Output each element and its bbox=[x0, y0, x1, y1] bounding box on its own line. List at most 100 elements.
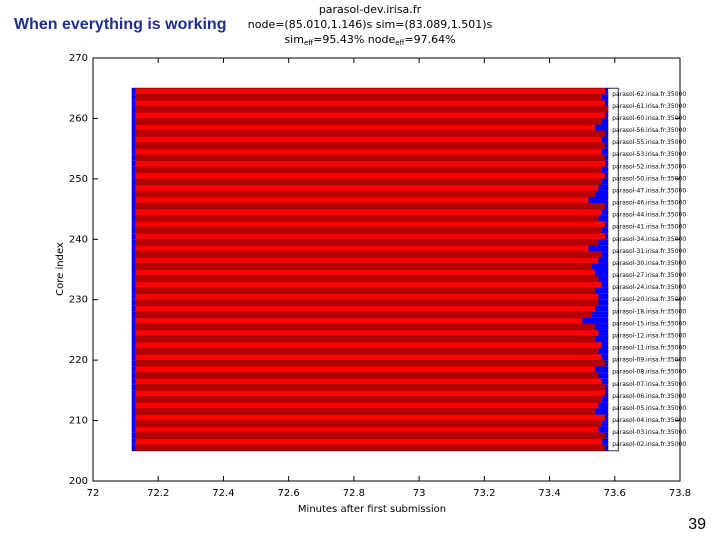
host-label: parasol-60.irisa.fr:35000 bbox=[612, 115, 686, 122]
compute-bar bbox=[135, 444, 606, 451]
host-label: parasol-31.irisa.fr:35000 bbox=[612, 248, 686, 255]
finish-bar bbox=[601, 420, 609, 427]
compute-bar bbox=[135, 178, 602, 186]
setup-bar bbox=[132, 360, 136, 367]
setup-bar bbox=[132, 269, 136, 276]
setup-bar bbox=[132, 420, 136, 427]
setup-bar bbox=[132, 414, 136, 421]
page-number: 39 bbox=[688, 516, 706, 533]
host-label: parasol-05.irisa.fr:35000 bbox=[612, 405, 686, 412]
finish-bar bbox=[601, 148, 609, 155]
compute-bar bbox=[135, 106, 609, 113]
host-label: parasol-09.irisa.fr:35000 bbox=[612, 357, 686, 364]
header-efficiency: simeff=95.43% nodeeff=97.64% bbox=[284, 33, 455, 47]
setup-bar bbox=[132, 305, 136, 312]
setup-bar bbox=[132, 209, 136, 216]
host-label: parasol-34.irisa.fr:35000 bbox=[612, 236, 686, 243]
header-host: parasol-dev.irisa.fr bbox=[319, 3, 422, 16]
host-label: parasol-20.irisa.fr:35000 bbox=[612, 296, 686, 303]
finish-bar bbox=[601, 209, 609, 216]
compute-bar bbox=[135, 136, 602, 143]
setup-bar bbox=[132, 372, 136, 379]
compute-bar bbox=[135, 438, 602, 445]
setup-bar bbox=[132, 172, 136, 179]
setup-bar bbox=[132, 178, 136, 185]
host-label: parasol-56.irisa.fr:35000 bbox=[612, 127, 686, 134]
compute-bar bbox=[135, 396, 602, 403]
setup-bar bbox=[132, 299, 136, 306]
setup-bar bbox=[132, 130, 136, 137]
finish-bar bbox=[598, 329, 609, 336]
finish-bar bbox=[598, 293, 609, 300]
x-tick-label: 72.2 bbox=[147, 488, 169, 499]
setup-bar bbox=[132, 263, 136, 270]
finish-bar bbox=[604, 444, 609, 451]
setup-bar bbox=[132, 396, 136, 403]
finish-bar bbox=[591, 311, 609, 318]
setup-bar bbox=[132, 281, 136, 288]
setup-bar bbox=[132, 136, 136, 143]
compute-bar bbox=[135, 287, 596, 294]
compute-bar bbox=[135, 112, 606, 119]
setup-bar bbox=[132, 190, 136, 197]
finish-bar bbox=[604, 221, 609, 228]
finish-bar bbox=[591, 263, 609, 270]
setup-bar bbox=[132, 106, 136, 113]
host-label: parasol-08.irisa.fr:35000 bbox=[612, 369, 686, 376]
setup-bar bbox=[132, 148, 136, 155]
compute-bar bbox=[135, 341, 602, 349]
setup-bar bbox=[132, 317, 136, 324]
compute-bar bbox=[135, 323, 596, 331]
setup-bar bbox=[132, 432, 136, 439]
finish-bar bbox=[598, 184, 609, 191]
setup-bar bbox=[132, 166, 136, 173]
setup-bar bbox=[132, 323, 136, 330]
finish-bar bbox=[604, 172, 609, 179]
compute-bar bbox=[135, 227, 602, 234]
compute-bar bbox=[135, 142, 606, 149]
finish-bar bbox=[595, 366, 609, 373]
finish-bar bbox=[601, 342, 609, 349]
finish-bar bbox=[598, 257, 609, 264]
setup-bar bbox=[132, 257, 136, 264]
host-label: parasol-30.irisa.fr:35000 bbox=[612, 260, 686, 267]
setup-bar bbox=[132, 94, 136, 101]
setup-bar bbox=[132, 444, 136, 451]
host-label: parasol-02.irisa.fr:35000 bbox=[612, 441, 686, 448]
finish-bar bbox=[601, 136, 609, 143]
host-label: parasol-27.irisa.fr:35000 bbox=[612, 272, 686, 279]
compute-bar bbox=[135, 88, 606, 95]
y-tick-label: 200 bbox=[69, 476, 88, 487]
setup-bar bbox=[132, 100, 136, 107]
setup-bar bbox=[132, 390, 136, 397]
compute-bar bbox=[135, 202, 606, 210]
x-tick-label: 72.8 bbox=[343, 488, 365, 499]
compute-bar bbox=[135, 233, 606, 240]
setup-bar bbox=[132, 378, 136, 385]
compute-bar bbox=[135, 378, 602, 385]
x-tick-label: 73 bbox=[413, 488, 426, 499]
compute-bar bbox=[135, 100, 606, 107]
finish-bar bbox=[595, 124, 609, 131]
setup-bar bbox=[132, 438, 136, 445]
compute-bar bbox=[135, 359, 606, 367]
finish-bar bbox=[601, 396, 609, 403]
setup-bar bbox=[132, 142, 136, 149]
compute-bar bbox=[135, 335, 596, 343]
host-label: parasol-06.irisa.fr:35000 bbox=[612, 393, 686, 400]
host-label: parasol-07.irisa.fr:35000 bbox=[612, 381, 686, 388]
host-label: parasol-55.irisa.fr:35000 bbox=[612, 139, 686, 146]
y-tick-label: 260 bbox=[69, 113, 88, 124]
setup-bar bbox=[132, 408, 136, 415]
y-tick-label: 230 bbox=[69, 295, 88, 306]
compute-bar bbox=[135, 257, 599, 264]
finish-bar bbox=[595, 287, 609, 294]
finish-bar bbox=[601, 251, 609, 258]
host-label: parasol-61.irisa.fr:35000 bbox=[612, 103, 686, 110]
y-tick-label: 220 bbox=[69, 355, 88, 366]
compute-bar bbox=[135, 118, 602, 125]
host-label: parasol-41.irisa.fr:35000 bbox=[612, 224, 686, 231]
compute-bar bbox=[135, 251, 602, 258]
x-tick-label: 72.4 bbox=[212, 488, 234, 499]
